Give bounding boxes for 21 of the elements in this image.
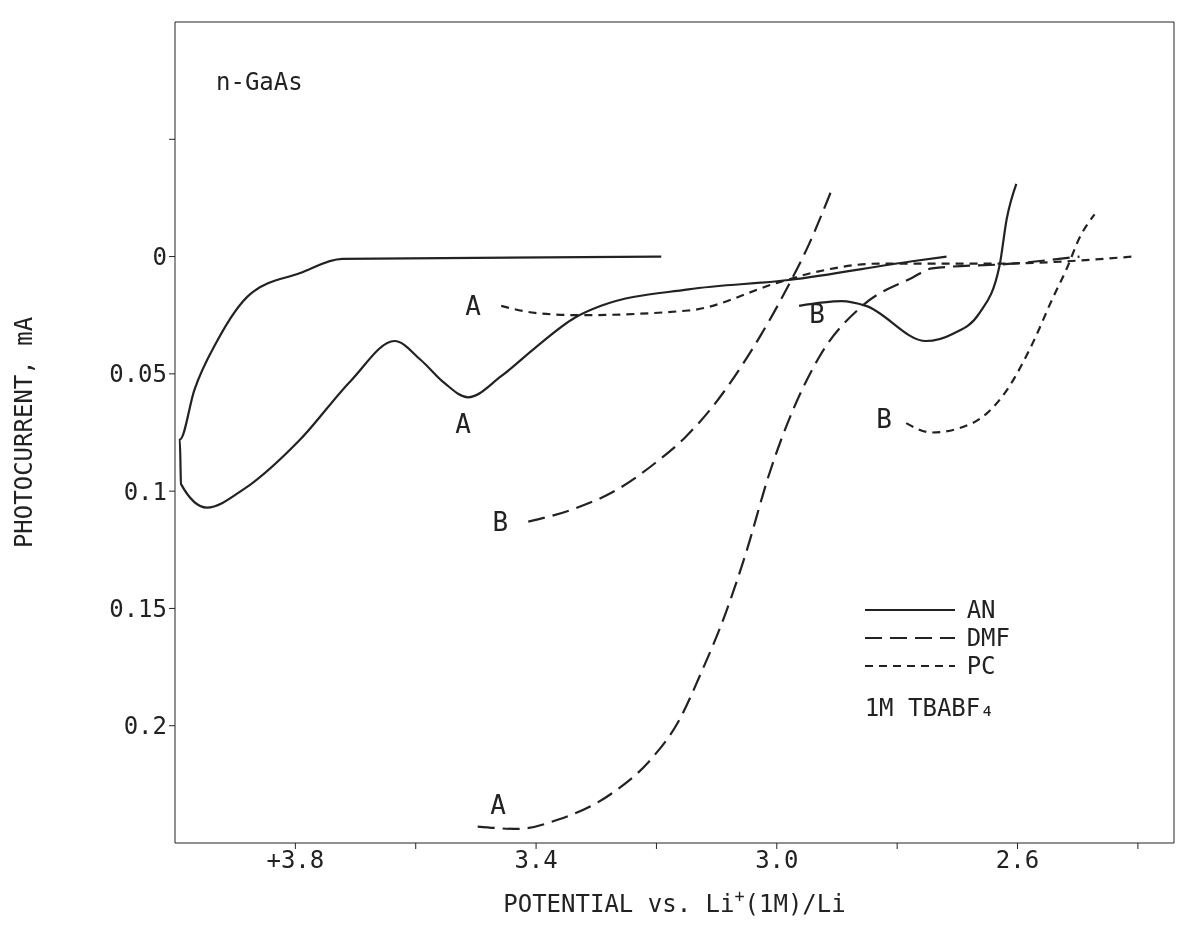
annotation: A bbox=[490, 790, 507, 821]
y-tick-label: 0.1 bbox=[123, 477, 167, 506]
y-tick-label: 0.15 bbox=[109, 594, 167, 623]
y-tick-label: 0.05 bbox=[109, 360, 167, 389]
legend-label: PC bbox=[966, 652, 996, 680]
x-tick-label: 3.0 bbox=[755, 846, 799, 875]
annotation: 1M TBABF₄ bbox=[864, 694, 996, 722]
legend-label: DMF bbox=[966, 624, 1010, 652]
annotation: n-GaAs bbox=[216, 68, 303, 96]
annotation: B bbox=[876, 404, 893, 435]
y-tick-label: 0.2 bbox=[123, 712, 167, 741]
annotation: A bbox=[465, 291, 482, 322]
x-tick-label: 3.4 bbox=[514, 846, 558, 875]
annotation: B bbox=[492, 506, 509, 537]
annotation: A bbox=[455, 408, 472, 439]
y-axis-title: PHOTOCURRENT, mA bbox=[9, 316, 38, 549]
x-tick-label: 2.6 bbox=[995, 846, 1040, 875]
x-tick-label: +3.8 bbox=[266, 846, 325, 875]
x-axis-title: POTENTIAL vs. Li$^{+}$(1M)/Li bbox=[503, 886, 846, 918]
legend-label: AN bbox=[966, 596, 996, 624]
y-tick-label: 0 bbox=[152, 243, 167, 272]
